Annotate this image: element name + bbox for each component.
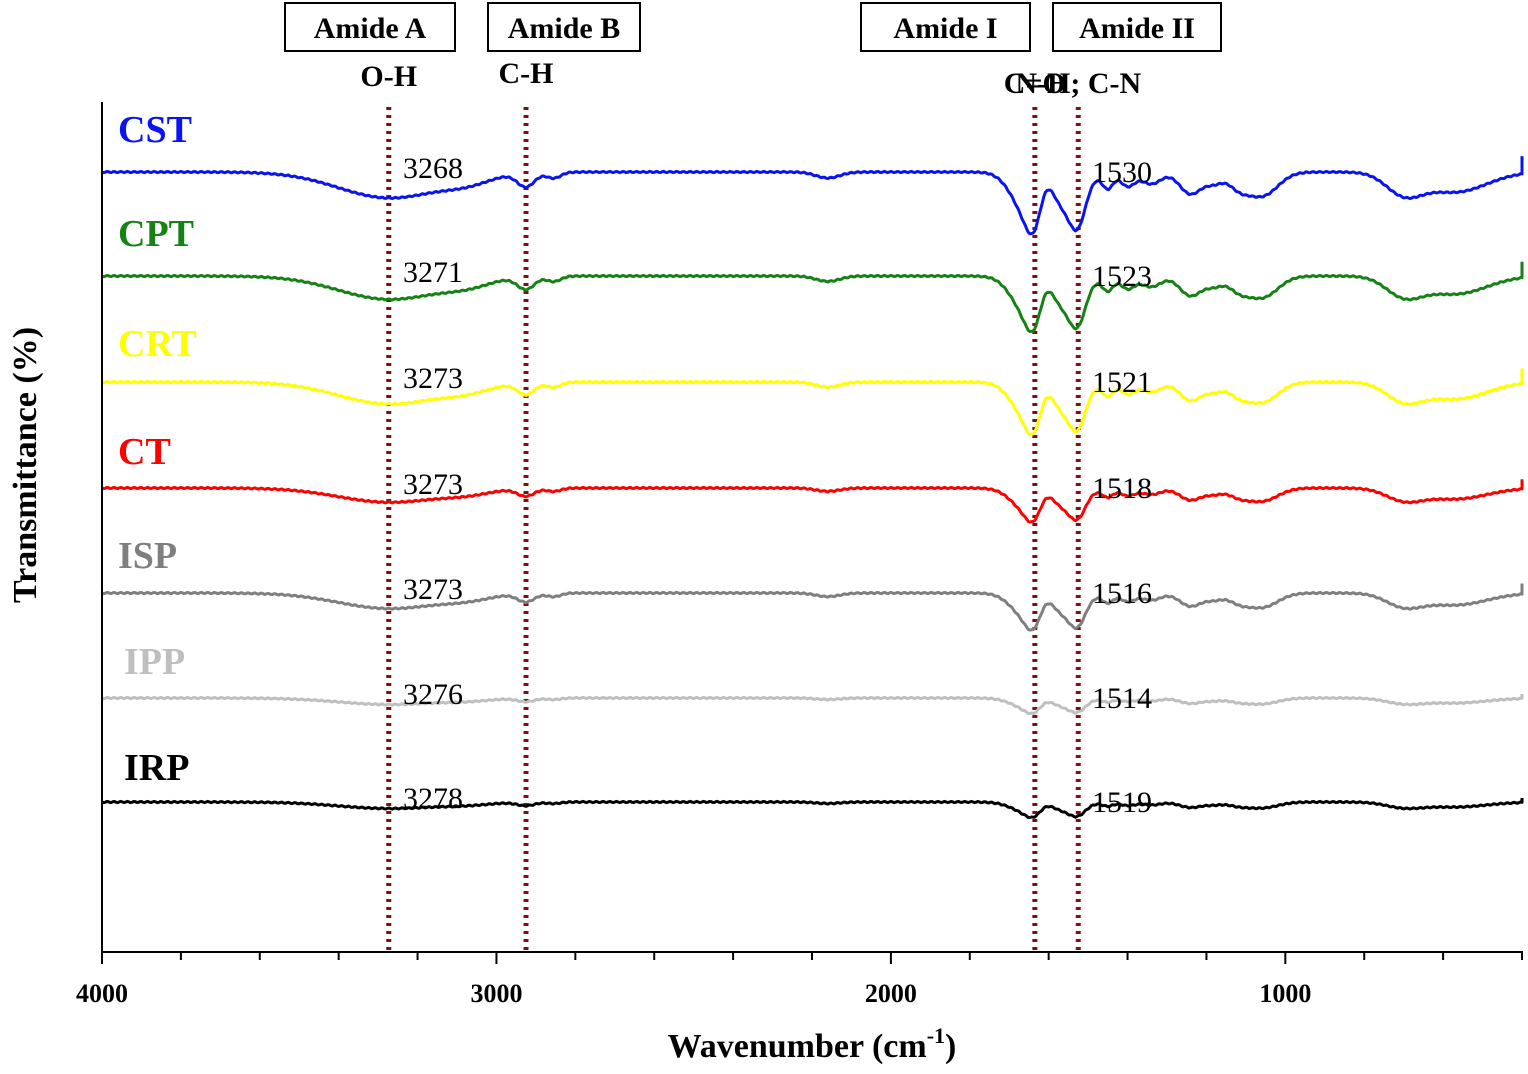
x-tick-label-4000: 4000	[76, 979, 128, 1008]
series-line-ct	[102, 479, 1522, 522]
series-label-crt: CRT	[118, 323, 197, 365]
series-line-isp	[102, 584, 1522, 631]
peak-label-amide-ii-ct: 1518	[1092, 472, 1152, 505]
peak-label-amide-a-ct: 3273	[403, 468, 463, 501]
peak-label-amide-ii-cst: 1530	[1092, 156, 1152, 189]
series-label-ipp: IPP	[124, 641, 185, 683]
marker-box-label-3: Amide I	[893, 12, 997, 45]
marker-bond-label-4: N-H; C-N	[1015, 67, 1141, 100]
axis-layer: Transmittance (%) Wavenumber (cm-1) 4000…	[7, 102, 1523, 1065]
peak-label-amide-a-cpt: 3271	[403, 256, 463, 289]
peak-label-amide-a-isp: 3273	[403, 573, 463, 606]
peak-label-amide-ii-crt: 1521	[1092, 366, 1152, 399]
x-axis-label-superscript: -1	[927, 1023, 945, 1048]
peak-label-amide-a-ipp: 3276	[403, 678, 463, 711]
peak-label-amide-ii-irp: 1519	[1092, 786, 1152, 819]
x-tick-label-1000: 1000	[1259, 979, 1311, 1008]
marker-box-label-2: Amide B	[508, 12, 621, 45]
peak-label-amide-ii-isp: 1516	[1092, 577, 1152, 610]
peak-label-amide-a-cst: 3268	[403, 152, 463, 185]
peak-label-amide-a-irp: 3278	[403, 782, 463, 815]
series-label-isp: ISP	[118, 535, 177, 577]
marker-bond-label-1: O-H	[360, 60, 417, 93]
series-label-cpt: CPT	[118, 213, 194, 255]
series-line-irp	[102, 798, 1522, 818]
marker-box-label-4: Amide II	[1079, 12, 1195, 45]
x-axis-label-main: Wavenumber (cm	[668, 1028, 927, 1065]
x-axis-label: Wavenumber (cm-1)	[668, 1023, 957, 1065]
series-label-irp: IRP	[124, 747, 189, 789]
series-layer: CST 3268 1530 CPT 3271 1523 CRT 3273 1521 CT 3273 1…	[102, 109, 1522, 819]
x-tick-label-2000: 2000	[865, 979, 917, 1008]
ftir-chart: Amide AO-HAmide BC-HAmide IC=OAmide IIN-…	[0, 0, 1528, 1074]
series-line-ipp	[102, 694, 1522, 714]
peak-label-amide-ii-ipp: 1514	[1092, 682, 1152, 715]
x-axis-label-close: )	[945, 1028, 956, 1065]
series-line-crt	[102, 369, 1522, 435]
series-line-cst	[102, 156, 1522, 234]
marker-box-label-1: Amide A	[314, 12, 427, 45]
peak-label-amide-a-crt: 3273	[403, 362, 463, 395]
x-tick-label-3000: 3000	[470, 979, 522, 1008]
marker-bond-label-2: C-H	[499, 57, 554, 90]
series-line-cpt	[102, 262, 1522, 332]
series-label-cst: CST	[118, 109, 192, 151]
y-axis-label: Transmittance (%)	[7, 327, 44, 603]
series-label-ct: CT	[118, 431, 171, 473]
peak-label-amide-ii-cpt: 1523	[1092, 260, 1152, 293]
